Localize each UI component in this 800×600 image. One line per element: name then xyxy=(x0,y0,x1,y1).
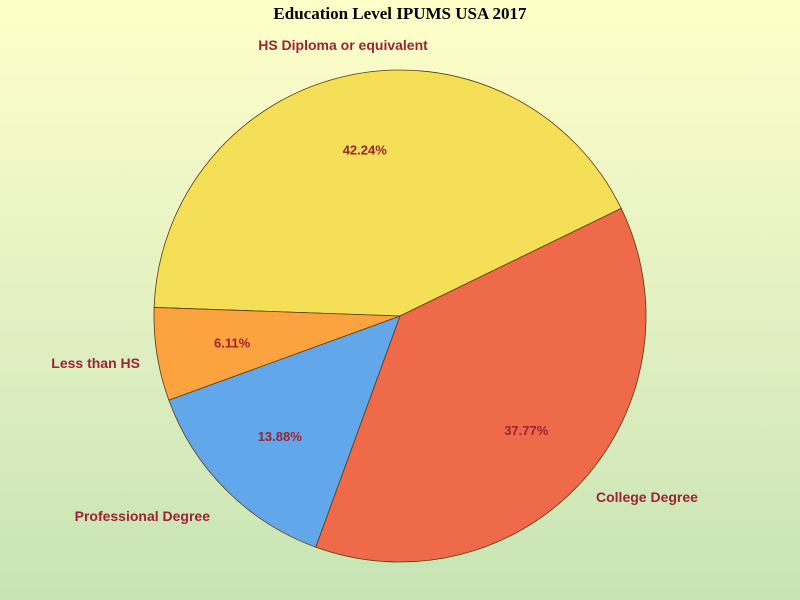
percent-label-hs-diploma-or-equivalent: 42.24% xyxy=(343,143,388,158)
pie-slice-less-than-hs xyxy=(153,307,401,401)
pie-slice-professional-degree xyxy=(168,315,401,548)
percent-label-college-degree: 37.77% xyxy=(504,423,549,438)
percent-label-professional-degree: 13.88% xyxy=(258,429,303,444)
pie-slice-college-degree xyxy=(315,207,647,563)
percent-label-less-than-hs: 6.11% xyxy=(214,336,251,351)
percent-labels: 42.24% 37.77% 13.88% 6.11% xyxy=(214,143,549,444)
category-label-less-than-hs: Less than HS xyxy=(51,355,140,371)
category-label-college-degree: College Degree xyxy=(596,489,698,505)
pie-slice-hs-diploma-or-equivalent xyxy=(153,69,622,317)
pie-slices xyxy=(153,69,647,563)
category-labels: HS Diploma or equivalent College Degree Pr… xyxy=(51,37,698,524)
category-label-professional-degree: Professional Degree xyxy=(75,508,211,524)
category-label-hs-diploma-or-equivalent: HS Diploma or equivalent xyxy=(258,37,428,53)
chart-title: Education Level IPUMS USA 2017 xyxy=(273,4,527,23)
